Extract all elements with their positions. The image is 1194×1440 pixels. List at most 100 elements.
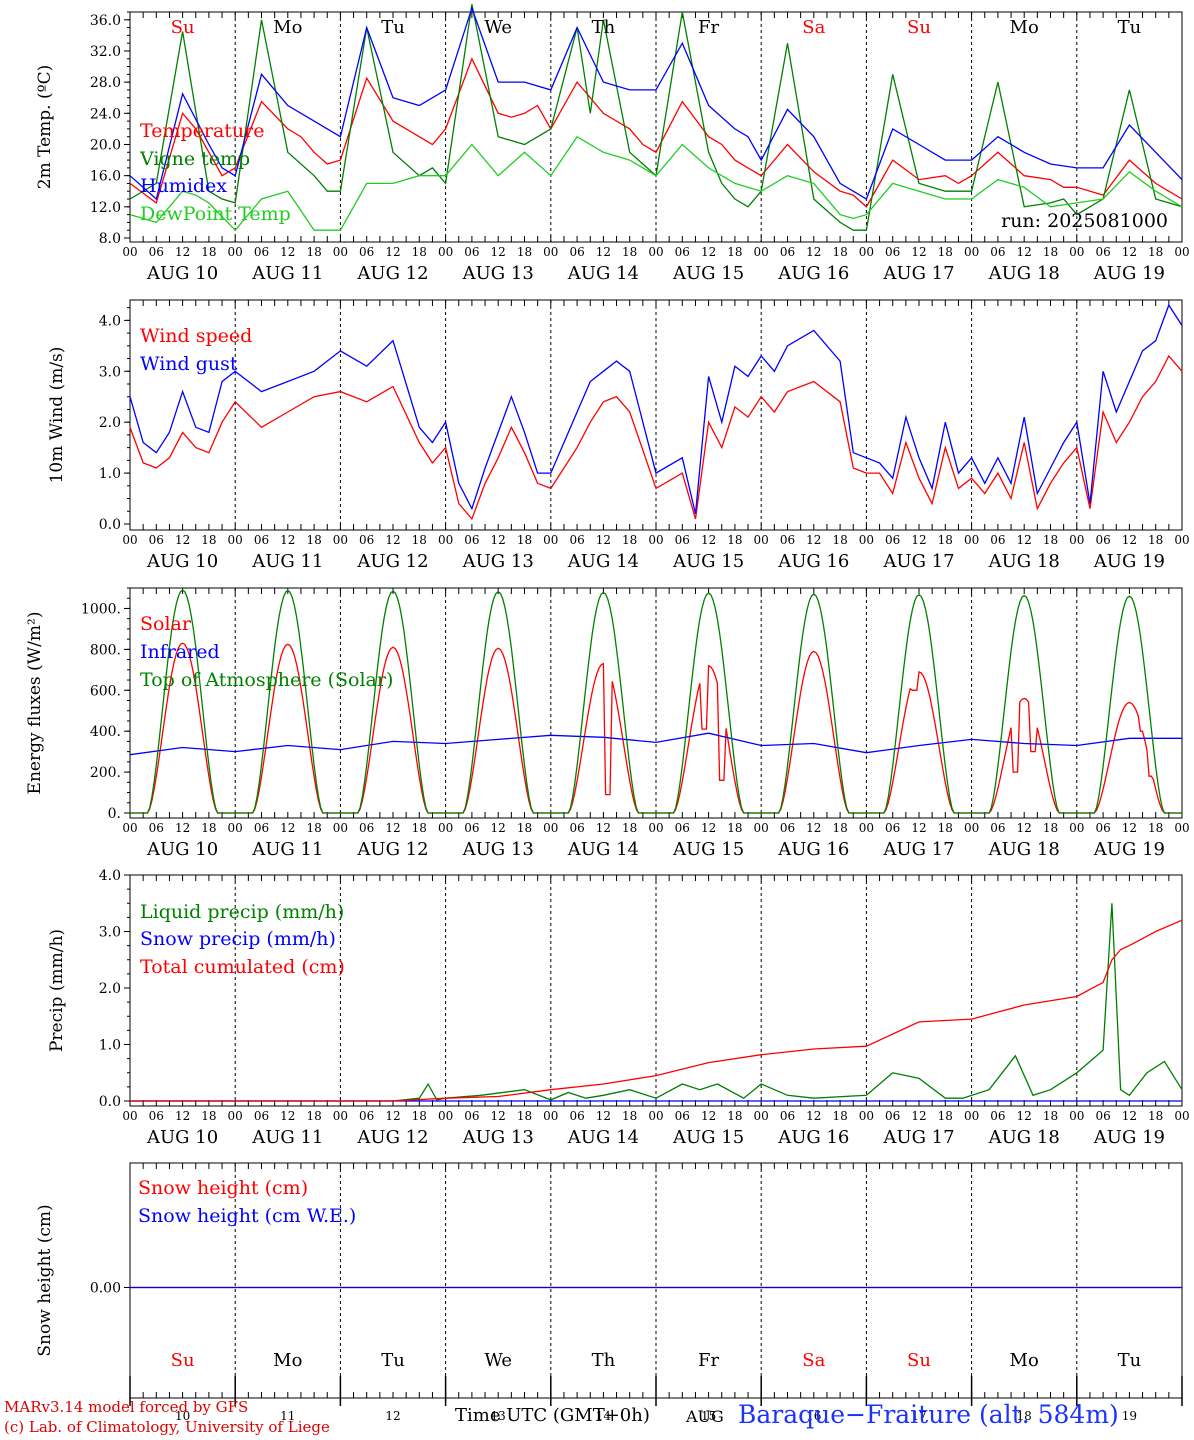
- hour-tick-label: 18: [727, 533, 742, 547]
- day-number-label: 10: [175, 1409, 190, 1423]
- day-of-week-label: We: [484, 17, 512, 38]
- hour-tick-label: 18: [306, 533, 321, 547]
- hour-tick-label: 06: [464, 821, 479, 835]
- hour-tick-label: 00: [859, 1109, 874, 1123]
- day-of-week-label: Tu: [1118, 1350, 1142, 1371]
- hour-tick-label: 06: [780, 1109, 795, 1123]
- date-label: AUG 19: [1093, 263, 1165, 284]
- date-label: AUG 18: [988, 263, 1060, 284]
- date-label: AUG 10: [146, 263, 218, 284]
- day-number-label: 18: [1017, 1409, 1032, 1423]
- hour-tick-label: 00: [122, 1109, 137, 1123]
- date-label: AUG 15: [672, 1127, 744, 1148]
- panel-3: [124, 587, 1183, 819]
- hour-tick-label: 00: [1069, 245, 1084, 259]
- date-label: AUG 15: [672, 263, 744, 284]
- hour-tick-label: 00: [964, 245, 979, 259]
- date-label: AUG 14: [567, 551, 639, 572]
- hour-tick-label: 00: [1174, 245, 1189, 259]
- hour-tick-label: 18: [1043, 245, 1058, 259]
- y-tick-label: 0.: [108, 806, 121, 822]
- day-number-label: 14: [596, 1409, 612, 1423]
- hour-tick-label: 12: [701, 821, 716, 835]
- hour-tick-label: 00: [438, 245, 453, 259]
- hour-tick-label: 06: [464, 245, 479, 259]
- hour-tick-label: 18: [727, 245, 742, 259]
- day-of-week-label: Mo: [273, 17, 302, 38]
- series-line-total-cumulated-cm-: [130, 919, 1183, 1102]
- hour-tick-label: 00: [543, 245, 558, 259]
- hour-tick-label: 00: [859, 245, 874, 259]
- hour-tick-label: 06: [885, 1109, 900, 1123]
- hour-tick-label: 00: [1069, 533, 1084, 547]
- hour-tick-label: 00: [333, 1109, 348, 1123]
- legend-wind-gust: Wind gust: [140, 353, 238, 375]
- hour-tick-label: 18: [306, 1109, 321, 1123]
- hour-tick-label: 00: [1069, 821, 1084, 835]
- hour-tick-label: 00: [122, 245, 137, 259]
- hour-tick-label: 18: [938, 821, 953, 835]
- legend-humidex: Humidex: [140, 175, 227, 197]
- y-axis-label: Snow height (cm): [35, 1204, 55, 1356]
- y-tick-label: 32.0: [90, 44, 121, 60]
- hour-tick-label: 06: [359, 1109, 374, 1123]
- date-label: AUG 10: [146, 839, 218, 860]
- legend-top-of-atmosphere-solar-: Top of Atmosphere (Solar): [140, 669, 393, 691]
- y-axis-label: 2m Temp. (ºC): [35, 65, 55, 190]
- y-tick-label: 3.0: [99, 925, 121, 941]
- date-label: AUG 16: [777, 551, 849, 572]
- hour-tick-label: 06: [1095, 821, 1110, 835]
- station-name: Baraque−Fraiture (alt. 584m): [738, 1400, 1119, 1429]
- date-label: AUG 11: [251, 551, 323, 572]
- series-line-infrared: [129, 732, 1182, 756]
- model-credit-line1: MARv3.14 model forced by GFS: [4, 1398, 249, 1416]
- hour-tick-label: 18: [201, 533, 216, 547]
- date-label: AUG 17: [882, 263, 954, 284]
- hour-tick-label: 18: [1148, 1109, 1163, 1123]
- hour-tick-label: 18: [517, 533, 532, 547]
- hour-tick-label: 00: [754, 1109, 769, 1123]
- day-of-week-label: Mo: [1010, 1350, 1039, 1371]
- hour-tick-label: 12: [701, 245, 716, 259]
- hour-tick-label: 06: [569, 1109, 584, 1123]
- hour-tick-label: 12: [596, 821, 611, 835]
- day-of-week-label: Mo: [1010, 17, 1039, 38]
- hour-tick-label: 18: [1148, 533, 1163, 547]
- hour-tick-label: 06: [149, 533, 164, 547]
- legend-snow-height-cm-: Snow height (cm): [138, 1177, 308, 1199]
- hour-tick-label: 12: [491, 821, 506, 835]
- hour-tick-label: 18: [938, 1109, 953, 1123]
- hour-tick-label: 00: [333, 821, 348, 835]
- hour-tick-label: 12: [1017, 1109, 1032, 1123]
- hour-tick-label: 06: [569, 821, 584, 835]
- hour-tick-label: 00: [648, 821, 663, 835]
- hour-tick-label: 06: [254, 1109, 269, 1123]
- hour-tick-label: 00: [648, 245, 663, 259]
- hour-tick-label: 12: [175, 245, 190, 259]
- hour-tick-label: 18: [412, 533, 427, 547]
- hour-tick-label: 00: [1174, 1109, 1189, 1123]
- day-number-label: 17: [911, 1409, 926, 1423]
- hour-tick-label: 12: [911, 821, 926, 835]
- hour-tick-label: 18: [412, 245, 427, 259]
- date-label: AUG 13: [462, 263, 534, 284]
- hour-tick-label: 00: [1069, 1109, 1084, 1123]
- run-label: run: 2025081000: [1001, 210, 1168, 232]
- date-label: AUG 18: [988, 1127, 1060, 1148]
- day-number-label: 19: [1122, 1409, 1137, 1423]
- date-label: AUG 14: [567, 1127, 639, 1148]
- day-of-week-label: Sa: [802, 17, 825, 38]
- legend-snow-precip-mm-h-: Snow precip (mm/h): [140, 928, 336, 950]
- hour-tick-label: 18: [622, 533, 637, 547]
- hour-tick-label: 00: [859, 821, 874, 835]
- hour-tick-label: 00: [754, 245, 769, 259]
- hour-tick-label: 06: [464, 1109, 479, 1123]
- day-of-week-label: Fr: [698, 1350, 719, 1371]
- hour-tick-label: 12: [596, 245, 611, 259]
- date-label: AUG 19: [1093, 1127, 1165, 1148]
- y-tick-label: 1.0: [99, 1038, 121, 1054]
- date-label: AUG 11: [251, 263, 323, 284]
- time-axis-month: AUG: [686, 1407, 724, 1426]
- y-tick-label: 4.0: [99, 313, 121, 329]
- y-tick-label: 2.0: [99, 415, 121, 431]
